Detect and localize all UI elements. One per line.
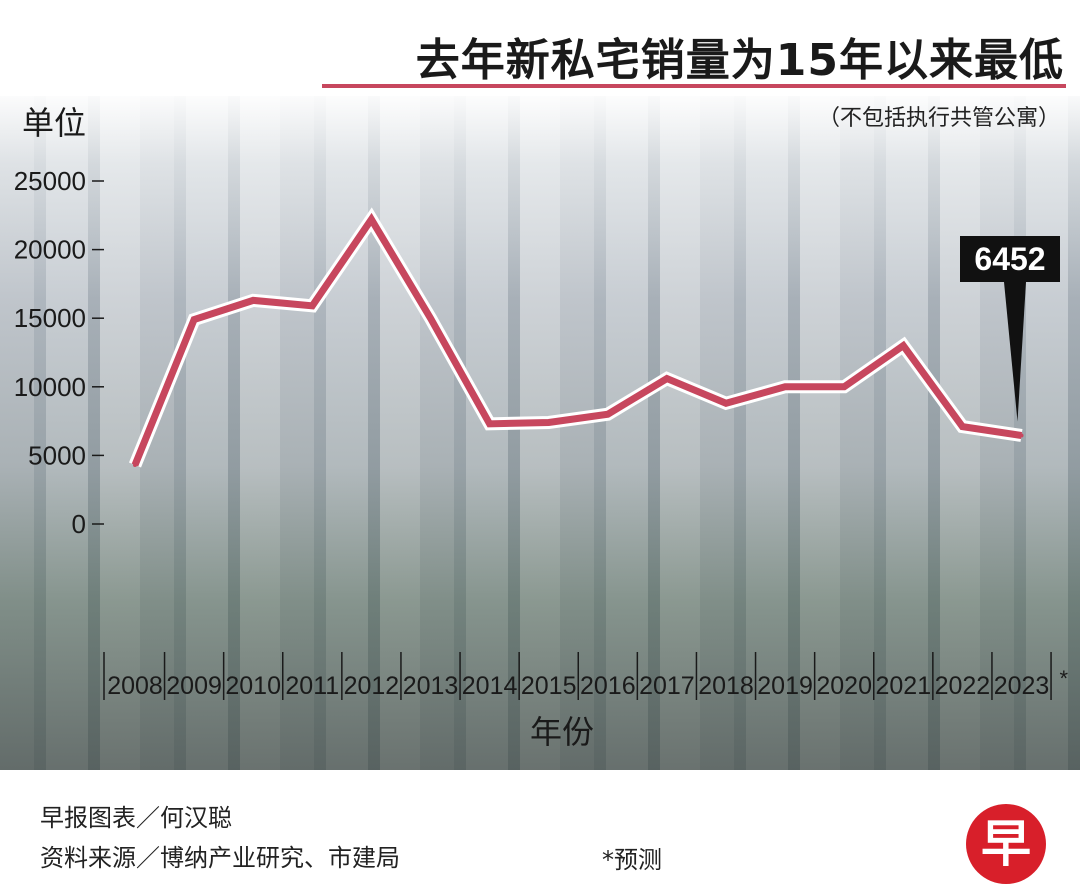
series-line-outline [128, 207, 1023, 468]
x-tick-label: 2017 [639, 672, 695, 700]
x-tick-label: 2016 [580, 672, 636, 700]
x-tick-label: 2008 [107, 672, 163, 700]
x-tick-label: 2020 [816, 672, 872, 700]
forecast-asterisk: * [1060, 666, 1069, 691]
x-tick-label: 2023 [994, 672, 1050, 700]
source-text: 资料来源／博纳产业研究、市建局 [40, 844, 400, 872]
callout-value-label: 6452 [974, 241, 1045, 277]
callout-pointer [1004, 282, 1026, 422]
y-tick-label: 15000 [14, 303, 86, 333]
data-point-2009 [192, 317, 197, 322]
data-point-2011 [310, 303, 315, 308]
data-point-2015 [546, 420, 551, 425]
background-photo [0, 96, 1080, 770]
x-axis-title: 年份 [530, 713, 594, 751]
forecast-note: *预测 [602, 846, 662, 874]
x-tick-label: 2012 [344, 672, 400, 700]
data-point-2023 [1019, 433, 1024, 438]
x-tick-label: 2022 [935, 672, 991, 700]
zaobao-logo-icon: 早 [966, 804, 1046, 884]
y-tick-label: 10000 [14, 372, 86, 402]
data-point-2019 [783, 384, 788, 389]
x-tick-label: 2009 [166, 672, 222, 700]
data-point-2018 [724, 401, 728, 406]
data-point-2016 [605, 412, 610, 417]
data-point-2010 [251, 298, 256, 303]
data-point-2013 [428, 316, 433, 321]
x-tick-label: 2021 [875, 672, 931, 700]
x-tick-label: 2015 [521, 672, 577, 700]
x-tick-label: 2011 [285, 672, 339, 700]
y-axis-unit-label: 单位 [22, 104, 87, 142]
callout-box [960, 236, 1060, 282]
series-line [131, 212, 1023, 467]
y-tick-label: 0 [72, 509, 86, 539]
y-tick-label: 25000 [14, 166, 86, 196]
x-tick-label: 2018 [698, 672, 754, 700]
x-tick-label: 2010 [225, 672, 281, 700]
footer: 早报图表／何汉聪 资料来源／博纳产业研究、市建局 [40, 798, 400, 878]
x-tick-label: 2014 [462, 672, 518, 700]
y-tick-label: 5000 [28, 440, 86, 470]
x-tick-label: 2019 [757, 672, 813, 700]
data-point-2021 [901, 343, 906, 348]
data-point-2014 [487, 421, 492, 426]
y-tick-label: 20000 [14, 235, 86, 265]
chart-subtitle: （不包括执行共管公寓） [817, 106, 1060, 131]
x-tick-label: 2013 [403, 672, 459, 700]
credit-text: 早报图表／何汉聪 [40, 804, 232, 832]
title-underline [322, 84, 1066, 88]
chart-title: 去年新私宅销量为15年以来最低 [415, 35, 1064, 86]
data-point-2008 [133, 463, 137, 468]
data-point-2017 [664, 376, 669, 381]
data-point-2012 [369, 217, 374, 222]
data-point-2020 [842, 384, 847, 389]
data-point-2022 [960, 424, 965, 429]
